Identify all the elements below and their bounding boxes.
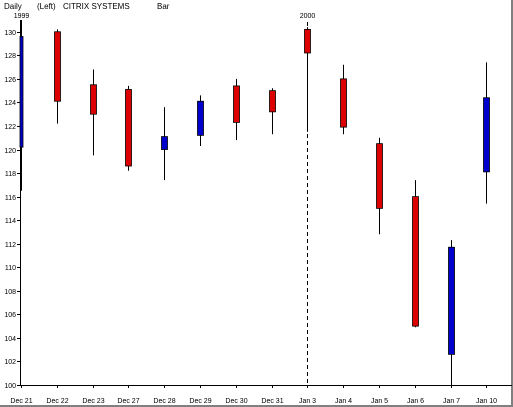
x-tick-label: Jan 5 xyxy=(371,398,388,405)
x-tick-label: Dec 30 xyxy=(225,398,247,405)
candle-body-down xyxy=(340,78,347,128)
y-tick-label: 110 xyxy=(5,265,16,272)
x-tick-label: Dec 29 xyxy=(189,398,211,405)
symbol-label: CITRIX SYSTEMS xyxy=(63,2,130,11)
candle-body-up xyxy=(19,36,24,148)
y-tick-label: 128 xyxy=(4,53,16,60)
x-tick-label: Dec 28 xyxy=(153,398,175,405)
chart-style-label: Bar xyxy=(157,2,170,11)
x-tick-label: Dec 27 xyxy=(117,398,139,405)
x-tick-label: Jan 10 xyxy=(476,398,497,405)
y-tick-label: 118 xyxy=(5,171,16,178)
y-tick-label: 112 xyxy=(5,242,16,249)
y-tick-label: 114 xyxy=(5,218,16,225)
x-tick-label: Jan 7 xyxy=(443,398,460,405)
candle-body-down xyxy=(304,29,311,54)
candle-body-down xyxy=(376,143,383,209)
x-tick-label: Jan 3 xyxy=(299,398,316,405)
y-tick-label: 116 xyxy=(5,195,16,202)
candle-body-down xyxy=(125,89,132,167)
year-label: 1999 xyxy=(14,13,30,20)
x-tick-label: Jan 4 xyxy=(335,398,352,405)
y-tick-label: 122 xyxy=(4,124,16,131)
y-tick-label: 124 xyxy=(4,100,16,107)
y-tick-label: 126 xyxy=(4,77,16,84)
y-tick-label: 104 xyxy=(4,336,16,343)
candle-body-down xyxy=(412,196,419,327)
year-label: 2000 xyxy=(300,13,316,20)
candle-body-up xyxy=(197,100,204,136)
candle-body-up xyxy=(448,246,455,355)
x-tick-label: Dec 21 xyxy=(10,398,32,405)
period-label: Daily xyxy=(4,2,22,11)
x-tick-label: Dec 23 xyxy=(82,398,104,405)
x-tick-label: Dec 31 xyxy=(261,398,283,405)
y-tick-label: 102 xyxy=(4,359,16,366)
y-tick-label: 120 xyxy=(4,148,16,155)
candle-body-down xyxy=(54,31,61,102)
x-tick-label: Dec 22 xyxy=(46,398,68,405)
y-tick-label: 130 xyxy=(4,30,16,37)
candle-body-up xyxy=(161,136,168,150)
y-tick-label: 106 xyxy=(4,312,16,319)
y-tick-label: 100 xyxy=(4,383,16,390)
candle-body-down xyxy=(269,90,276,113)
candle-body-up xyxy=(483,97,490,173)
scale-side-label: (Left) xyxy=(37,2,56,11)
candle-body-down xyxy=(90,84,97,115)
y-tick-label: 108 xyxy=(4,289,16,296)
candle-body-down xyxy=(233,85,240,123)
x-tick-label: Jan 6 xyxy=(407,398,424,405)
